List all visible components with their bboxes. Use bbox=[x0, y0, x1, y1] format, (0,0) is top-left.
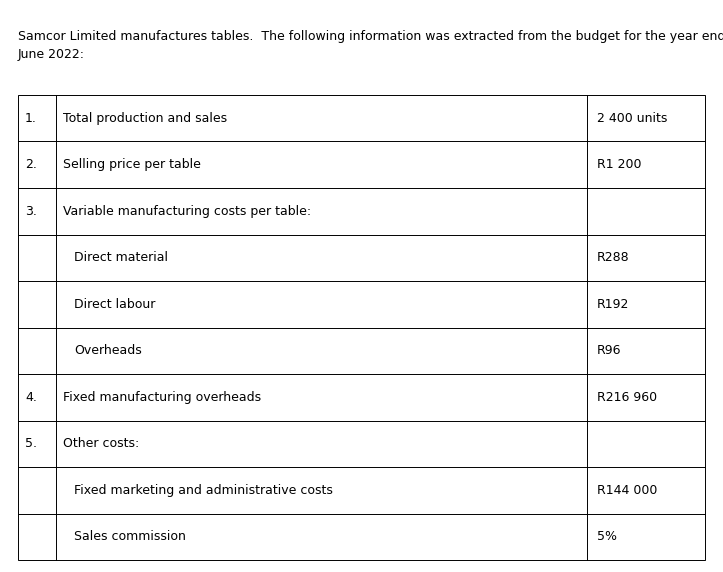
Text: R96: R96 bbox=[597, 344, 622, 358]
Text: Selling price per table: Selling price per table bbox=[63, 158, 201, 171]
Text: Fixed manufacturing overheads: Fixed manufacturing overheads bbox=[63, 391, 261, 404]
Text: Variable manufacturing costs per table:: Variable manufacturing costs per table: bbox=[63, 205, 311, 218]
Text: R192: R192 bbox=[597, 298, 630, 311]
Text: 2.: 2. bbox=[25, 158, 37, 171]
Text: Samcor Limited manufactures tables.  The following information was extracted fro: Samcor Limited manufactures tables. The … bbox=[18, 30, 723, 43]
Text: Overheads: Overheads bbox=[74, 344, 142, 358]
Text: R144 000: R144 000 bbox=[597, 484, 657, 496]
Text: 4.: 4. bbox=[25, 391, 37, 404]
Text: Direct labour: Direct labour bbox=[74, 298, 155, 311]
Text: 5.: 5. bbox=[25, 437, 37, 450]
Bar bbox=[18, 95, 705, 560]
Text: Total production and sales: Total production and sales bbox=[63, 112, 227, 125]
Text: R288: R288 bbox=[597, 251, 630, 264]
Text: Direct material: Direct material bbox=[74, 251, 168, 264]
Text: Sales commission: Sales commission bbox=[74, 530, 186, 543]
Text: Other costs:: Other costs: bbox=[63, 437, 140, 450]
Text: 1.: 1. bbox=[25, 112, 37, 125]
Text: 5%: 5% bbox=[597, 530, 617, 543]
Text: June 2022:: June 2022: bbox=[18, 48, 85, 61]
Text: R216 960: R216 960 bbox=[597, 391, 657, 404]
Text: Fixed marketing and administrative costs: Fixed marketing and administrative costs bbox=[74, 484, 333, 496]
Text: 2 400 units: 2 400 units bbox=[597, 112, 667, 125]
Text: 3.: 3. bbox=[25, 205, 37, 218]
Text: R1 200: R1 200 bbox=[597, 158, 641, 171]
